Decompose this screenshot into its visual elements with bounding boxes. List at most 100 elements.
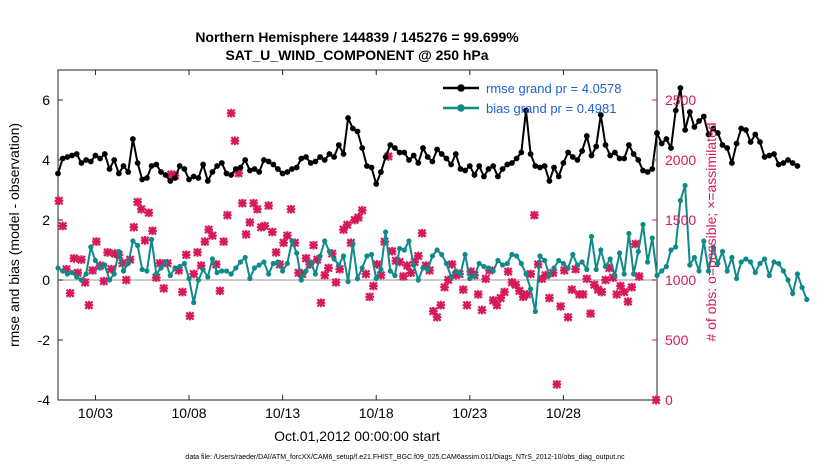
rmse-point — [195, 175, 202, 181]
obs-count-marker — [226, 108, 236, 118]
bias-point — [649, 235, 655, 241]
obs-count-marker — [335, 264, 345, 274]
x-axis-label: Oct.01,2012 00:00:00 start — [274, 428, 440, 444]
obs-count-marker — [204, 225, 214, 234]
rmse-point — [251, 166, 258, 172]
bias-point — [78, 277, 84, 283]
obs-count-marker — [556, 302, 565, 311]
legend: rmse grand pr = 4.0578 bias grand pr = 0… — [443, 81, 622, 116]
rmse-point — [555, 173, 562, 180]
obs-count-marker — [219, 237, 229, 246]
bias-point — [617, 250, 623, 256]
bias-point — [55, 265, 61, 271]
bias-point — [83, 271, 89, 277]
rmse-point — [457, 166, 464, 172]
obs-count-marker — [421, 261, 431, 270]
bias-point — [790, 290, 796, 297]
obs-count-marker — [166, 170, 176, 179]
rmse-point — [761, 154, 768, 160]
rmse-point — [579, 148, 585, 154]
bias-point — [64, 271, 70, 277]
bias-point — [621, 271, 627, 277]
legend-rmse-marker — [457, 84, 465, 92]
bias-point — [588, 233, 595, 240]
rmse-point — [527, 151, 534, 157]
rmse-point — [223, 170, 230, 177]
obs-count-marker — [537, 274, 547, 284]
rmse-point — [148, 163, 155, 169]
rmse-point — [200, 161, 207, 168]
bias-point — [242, 254, 248, 261]
obs-count-marker — [406, 268, 416, 278]
bias-point — [387, 268, 393, 274]
bias-point — [144, 268, 150, 274]
obs-count-marker — [110, 249, 120, 258]
obs-count-marker — [488, 296, 498, 305]
obs-count-marker — [451, 270, 461, 280]
bias-point — [298, 277, 304, 283]
rmse-point — [640, 167, 646, 174]
bias-point — [247, 275, 253, 282]
obs-count-marker — [144, 208, 154, 218]
rmse-point — [55, 170, 61, 177]
rmse-point — [209, 169, 216, 175]
rmse-point — [415, 160, 422, 166]
bias-point — [364, 253, 370, 259]
obs-count-marker — [387, 246, 397, 256]
rmse-point — [476, 163, 483, 169]
obs-count-marker — [589, 280, 599, 290]
bias-point — [401, 247, 407, 253]
rmse-point — [387, 142, 394, 148]
obs-count-marker — [369, 281, 378, 291]
rmse-point — [710, 125, 717, 132]
x-tick-label: 10/13 — [265, 405, 300, 421]
rmse-point — [471, 172, 478, 178]
bias-point — [467, 275, 473, 282]
rmse-point — [406, 157, 412, 163]
bias-point — [509, 251, 515, 258]
obs-count-marker — [155, 258, 165, 268]
obs-count-marker — [91, 237, 101, 246]
bias-point — [223, 268, 230, 274]
rmse-point — [214, 163, 221, 169]
bias-point — [317, 253, 323, 259]
bias-point — [350, 241, 356, 247]
obs-count-marker — [238, 198, 247, 208]
rmse-point — [532, 163, 539, 169]
obs-count-marker — [473, 290, 483, 299]
bias-point — [167, 272, 173, 279]
bias-point — [69, 269, 75, 276]
plot-area — [57, 69, 658, 401]
bias-point — [734, 275, 740, 282]
obs-count-marker — [616, 281, 625, 291]
obs-count-marker — [267, 227, 277, 237]
rmse-point — [87, 158, 94, 165]
bias-point — [696, 268, 702, 274]
rmse-point — [714, 130, 721, 136]
bias-point — [415, 277, 421, 283]
rmse-point — [626, 142, 632, 148]
rmse-point — [677, 85, 684, 91]
obs-count-marker — [357, 206, 367, 215]
rmse-point — [312, 158, 319, 165]
rmse-point — [733, 140, 740, 147]
obs-count-marker — [297, 269, 307, 279]
bias-point — [687, 262, 693, 268]
obs-count-marker — [271, 248, 281, 257]
bias-point — [579, 259, 585, 265]
chart-title: Northern Hemisphere 144839 / 145276 = 99… — [195, 29, 519, 45]
obs-count-marker — [604, 263, 614, 273]
bias-point — [60, 268, 66, 274]
rmse-point — [64, 154, 71, 160]
rmse-point — [583, 133, 590, 139]
bias-point — [153, 271, 159, 277]
rmse-point — [247, 167, 253, 174]
bias-point — [504, 260, 510, 267]
bias-point — [495, 257, 501, 264]
bias-point — [378, 266, 384, 273]
obs-count-marker — [339, 225, 348, 234]
obs-count-marker — [301, 254, 311, 263]
rmse-point — [158, 169, 164, 175]
bias-point — [677, 197, 684, 204]
